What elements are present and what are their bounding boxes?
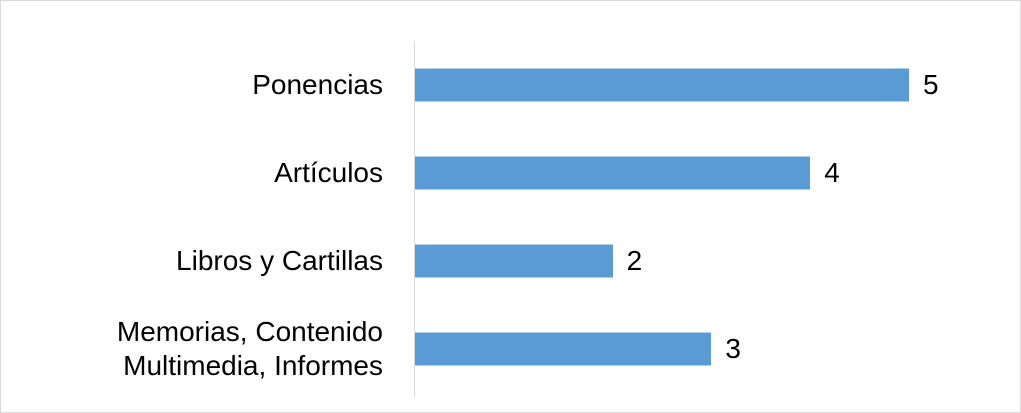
bar [415,156,811,190]
category-label: Artículos [274,157,383,188]
data-label: 4 [824,157,840,188]
bar [415,68,909,102]
bar [415,332,712,366]
category-axis [414,41,415,397]
category-label: Ponencias [252,69,383,100]
data-label: 5 [923,69,939,100]
data-label: 2 [626,245,643,276]
category-label: Memorias, Contenido Multimedia, Informes [116,316,383,381]
bar [415,244,613,278]
category-label: Libros y Cartillas [176,245,383,276]
data-label: 3 [725,333,741,364]
